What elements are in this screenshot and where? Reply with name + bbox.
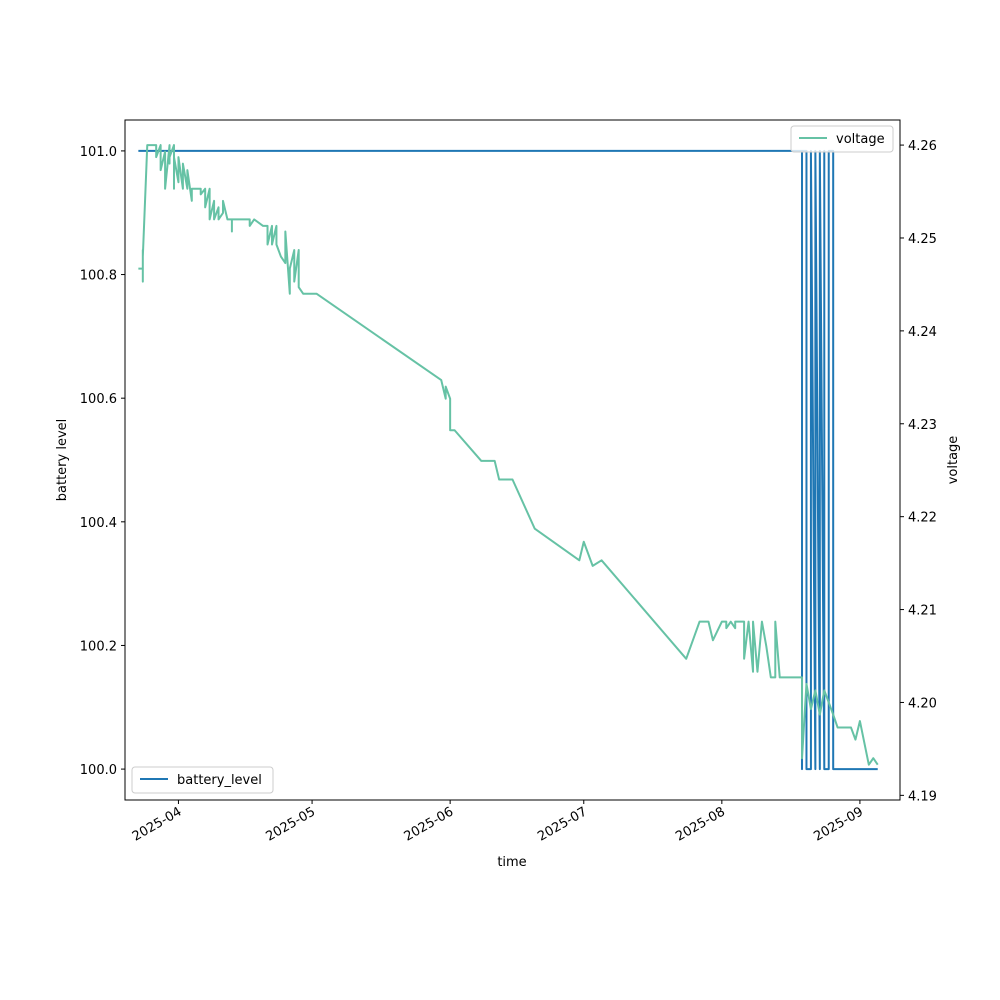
legend-battery-level: battery_level [131,766,274,794]
series-line-voltage [138,144,879,766]
legend-label-battery-level: battery_level [177,773,262,788]
y-right-tick-label: 4.25 [908,232,937,247]
y-right-axis-title: voltage [946,436,961,485]
legend-label-voltage: voltage [836,132,885,147]
y-left-tick-label: 100.4 [80,516,117,531]
y-right-tick-label: 4.21 [908,604,937,619]
y-right-tick-label: 4.26 [908,139,937,154]
y-left-tick-label: 100.8 [80,269,117,284]
legend-box [131,766,274,794]
x-axis-title: time [497,855,526,870]
y-left-tick-label: 100.2 [80,639,117,654]
y-left-tick-label: 100.6 [80,392,117,407]
y-left-tick-label: 100.0 [80,763,117,778]
y-right-tick-label: 4.20 [908,696,937,711]
y-right-tick-label: 4.19 [908,789,937,804]
y-left-tick-label: 101.0 [80,145,117,160]
y-right-tick-label: 4.23 [908,418,937,433]
legend-box [790,125,894,153]
y-left-axis-ticks: 100.0 100.2 100.4 100.6 100.8 101.0 [80,145,125,778]
legend-voltage: voltage [790,125,894,153]
y-right-tick-label: 4.22 [908,511,937,526]
y-right-axis-ticks: 4.19 4.20 4.21 4.22 4.23 4.24 4.25 4.26 [900,139,937,804]
y-right-tick-label: 4.24 [908,325,937,340]
y-left-axis-title: battery level [55,419,70,502]
plot-frame [124,119,901,801]
